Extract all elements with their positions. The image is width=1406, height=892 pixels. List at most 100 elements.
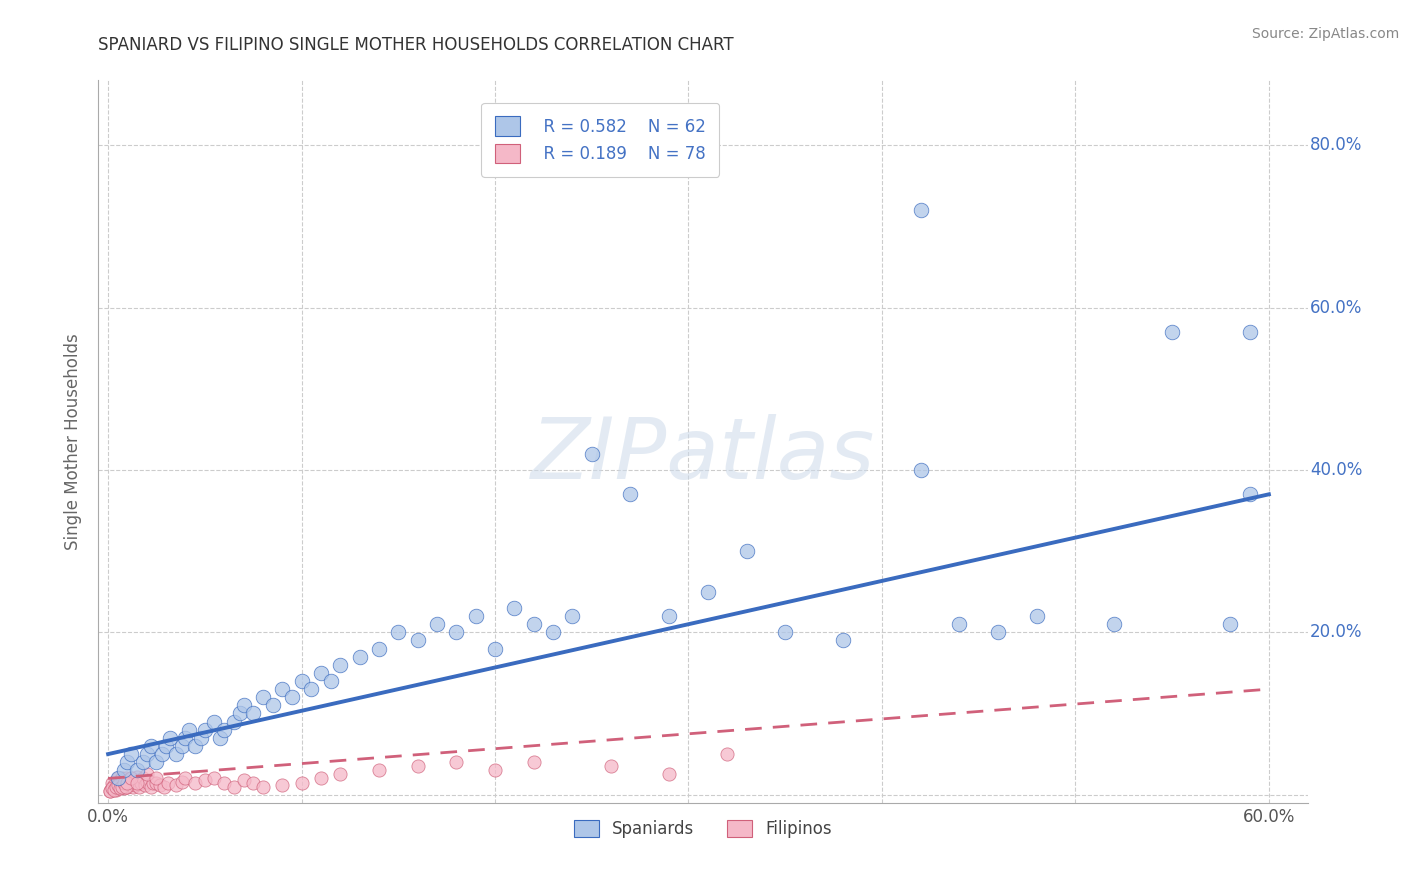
Point	[108, 778, 131, 792]
Point	[150, 747, 173, 761]
Point	[114, 774, 136, 789]
Point	[948, 617, 970, 632]
Point	[98, 783, 121, 797]
Point	[118, 778, 141, 792]
Point	[1219, 617, 1241, 632]
Point	[155, 739, 177, 753]
Point	[174, 731, 197, 745]
Point	[910, 463, 932, 477]
Point	[128, 780, 150, 794]
Point	[319, 673, 342, 688]
Point	[252, 780, 274, 794]
Point	[132, 755, 155, 769]
Point	[107, 772, 129, 786]
Point	[101, 775, 124, 789]
Point	[117, 780, 139, 794]
Point	[716, 747, 738, 761]
Point	[153, 780, 176, 794]
Point	[658, 767, 681, 781]
Point	[135, 747, 157, 761]
Point	[139, 739, 162, 753]
Point	[159, 731, 181, 745]
Point	[658, 609, 681, 624]
Point	[122, 775, 145, 789]
Point	[987, 625, 1010, 640]
Point	[174, 772, 197, 786]
Point	[222, 714, 245, 729]
Point	[696, 584, 718, 599]
Text: 40.0%: 40.0%	[1310, 461, 1362, 479]
Point	[541, 625, 564, 640]
Point	[107, 778, 129, 792]
Point	[299, 682, 322, 697]
Point	[107, 781, 129, 796]
Point	[190, 731, 212, 745]
Text: 20.0%: 20.0%	[1310, 624, 1362, 641]
Point	[309, 772, 332, 786]
Point	[387, 625, 409, 640]
Text: 60.0%: 60.0%	[1310, 299, 1362, 317]
Point	[135, 767, 157, 781]
Text: ZIPatlas: ZIPatlas	[531, 415, 875, 498]
Point	[1161, 325, 1184, 339]
Point	[120, 775, 142, 789]
Point	[111, 772, 134, 786]
Point	[111, 780, 134, 794]
Point	[1239, 487, 1261, 501]
Point	[329, 657, 352, 672]
Point	[145, 772, 167, 786]
Point	[179, 723, 201, 737]
Point	[212, 723, 235, 737]
Point	[101, 780, 124, 794]
Point	[252, 690, 274, 705]
Point	[446, 625, 468, 640]
Point	[117, 776, 139, 790]
Point	[773, 625, 796, 640]
Point	[114, 780, 136, 794]
Point	[184, 775, 207, 789]
Point	[581, 447, 603, 461]
Point	[290, 673, 312, 688]
Point	[832, 633, 855, 648]
Point	[103, 778, 125, 792]
Point	[204, 714, 226, 729]
Point	[329, 767, 352, 781]
Point	[484, 764, 506, 778]
Point	[209, 731, 232, 745]
Point	[117, 775, 139, 789]
Y-axis label: Single Mother Households: Single Mother Households	[65, 334, 83, 549]
Point	[120, 772, 142, 786]
Point	[134, 778, 156, 792]
Point	[222, 780, 245, 794]
Point	[104, 780, 127, 794]
Point	[1025, 609, 1047, 624]
Point	[204, 772, 226, 786]
Point	[107, 772, 129, 786]
Point	[242, 706, 264, 721]
Point	[503, 601, 526, 615]
Point	[484, 641, 506, 656]
Point	[212, 775, 235, 789]
Text: 80.0%: 80.0%	[1310, 136, 1362, 154]
Point	[194, 773, 217, 788]
Point	[98, 783, 121, 797]
Text: SPANIARD VS FILIPINO SINGLE MOTHER HOUSEHOLDS CORRELATION CHART: SPANIARD VS FILIPINO SINGLE MOTHER HOUSE…	[98, 36, 734, 54]
Point	[117, 773, 139, 788]
Point	[184, 739, 207, 753]
Point	[127, 775, 149, 789]
Point	[120, 747, 142, 761]
Point	[349, 649, 371, 664]
Point	[124, 778, 146, 792]
Point	[426, 617, 449, 632]
Point	[262, 698, 284, 713]
Point	[232, 698, 254, 713]
Point	[127, 770, 149, 784]
Legend: Spaniards, Filipinos: Spaniards, Filipinos	[567, 814, 839, 845]
Point	[135, 774, 157, 789]
Point	[129, 775, 152, 789]
Point	[561, 609, 583, 624]
Point	[112, 778, 135, 792]
Point	[108, 781, 131, 796]
Point	[145, 775, 167, 789]
Point	[108, 773, 131, 788]
